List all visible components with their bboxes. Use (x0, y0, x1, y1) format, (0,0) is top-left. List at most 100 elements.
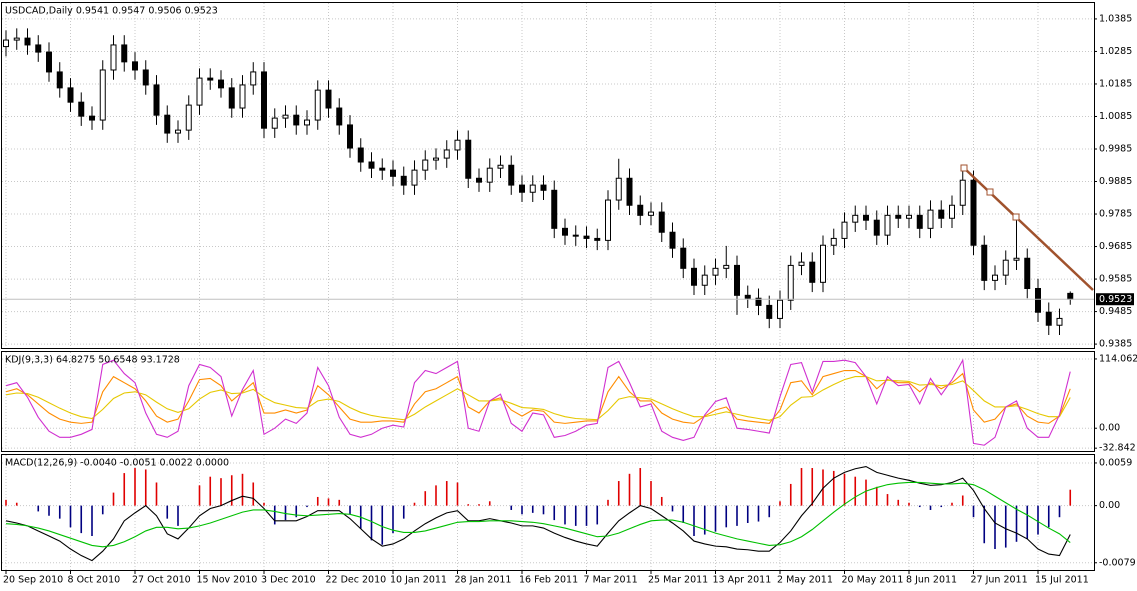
candle-body (509, 165, 514, 185)
x-tick-label: 20 May 2011 (842, 575, 904, 586)
candle-body (1036, 288, 1041, 312)
y-tick-label: 1.0185 (1099, 78, 1132, 89)
candle-body (348, 125, 353, 148)
candle-body (47, 52, 52, 72)
candle-body (541, 185, 546, 190)
candle-body (810, 262, 815, 282)
last-price-label: 0.9523 (1099, 294, 1132, 305)
candle-body (1046, 312, 1051, 325)
x-tick-label: 8 Oct 2010 (68, 575, 121, 586)
candle-body (1014, 258, 1019, 260)
candle-body (713, 268, 718, 275)
candle-body (294, 115, 299, 125)
candle-body (358, 148, 363, 162)
trend-handle (987, 189, 993, 195)
candle-body (186, 105, 191, 130)
candle-body (874, 220, 879, 235)
y-tick-label: 0.9885 (1099, 176, 1132, 187)
y-tick-label: -0.0079 (1099, 557, 1136, 568)
candle-body (466, 140, 471, 178)
x-tick-label: 7 Mar 2011 (584, 575, 638, 586)
candle-body (993, 275, 998, 280)
candle-body (240, 85, 245, 108)
candle-body (369, 162, 374, 168)
candle-body (100, 70, 105, 120)
candle-body (1057, 318, 1062, 325)
y-tick-label: 1.0085 (1099, 111, 1132, 122)
candle-body (25, 38, 30, 45)
candle-body (681, 248, 686, 268)
candle-body (928, 210, 933, 228)
candle-body (627, 178, 632, 205)
candle-body (552, 190, 557, 228)
candle-body (143, 70, 148, 85)
candle-body (326, 90, 331, 108)
candle-body (455, 140, 460, 150)
candle-body (735, 265, 740, 295)
candle-body (1003, 260, 1008, 275)
candle-body (477, 178, 482, 182)
candle-body (573, 235, 578, 236)
candle-body (401, 176, 406, 185)
candle-body (79, 102, 84, 116)
x-tick-label: 3 Dec 2010 (261, 575, 316, 586)
x-tick-label: 15 Nov 2010 (197, 575, 258, 586)
candle-body (885, 215, 890, 235)
candle-body (1068, 293, 1073, 299)
candle-body (36, 45, 41, 52)
candle-body (982, 245, 987, 280)
candle-body (68, 88, 73, 102)
candle-body (853, 215, 858, 222)
candle-body (111, 45, 116, 70)
candle-body (380, 168, 385, 170)
candle-body (434, 158, 439, 160)
candle-body (616, 178, 621, 200)
candle-body (821, 245, 826, 282)
y-tick-label: 0.00 (1099, 423, 1120, 434)
candle-body (563, 228, 568, 235)
candle-body (799, 262, 804, 265)
candle-body (197, 78, 202, 105)
candle-body (584, 236, 589, 238)
candle-body (337, 108, 342, 125)
x-tick-label: 15 Jul 2011 (1035, 575, 1089, 586)
candle-body (939, 210, 944, 218)
y-tick-label: 0.0059 (1099, 457, 1132, 468)
x-tick-label: 16 Feb 2011 (519, 575, 578, 586)
candle-body (57, 72, 62, 88)
candle-body (530, 185, 535, 192)
x-tick-label: 8 Jun 2011 (906, 575, 957, 586)
y-tick-label: 1.0385 (1099, 13, 1132, 24)
candle-body (165, 115, 170, 133)
candle-body (960, 180, 965, 205)
candle-body (305, 120, 310, 125)
candle-body (272, 118, 277, 128)
trend-handle (1013, 214, 1019, 220)
panel-title: MACD(12,26,9) -0.0040 -0.0051 0.0022 0.0… (5, 458, 229, 469)
candle-body (638, 205, 643, 215)
candle-body (745, 295, 750, 298)
candle-body (122, 45, 127, 62)
y-tick-label: 0.9585 (1099, 274, 1132, 285)
candle-body (659, 212, 664, 232)
trend-handle (961, 165, 967, 171)
candle-body (283, 115, 288, 118)
candle-body (391, 170, 396, 176)
candle-body (133, 62, 138, 70)
panel-title: KDJ(9,3,3) 64.8275 50.6548 93.1728 (5, 355, 180, 366)
candle-body (842, 222, 847, 238)
candle-body (896, 215, 901, 218)
y-tick-label: 0.9685 (1099, 241, 1132, 252)
x-tick-label: 28 Jan 2011 (455, 575, 512, 586)
candle-body (14, 38, 19, 40)
candle-body (606, 200, 611, 240)
y-tick-label: 0.9985 (1099, 143, 1132, 154)
candle-body (595, 238, 600, 240)
candle-body (767, 305, 772, 318)
candle-body (412, 170, 417, 185)
x-tick-label: 22 Dec 2010 (326, 575, 387, 586)
candle-body (498, 165, 503, 168)
